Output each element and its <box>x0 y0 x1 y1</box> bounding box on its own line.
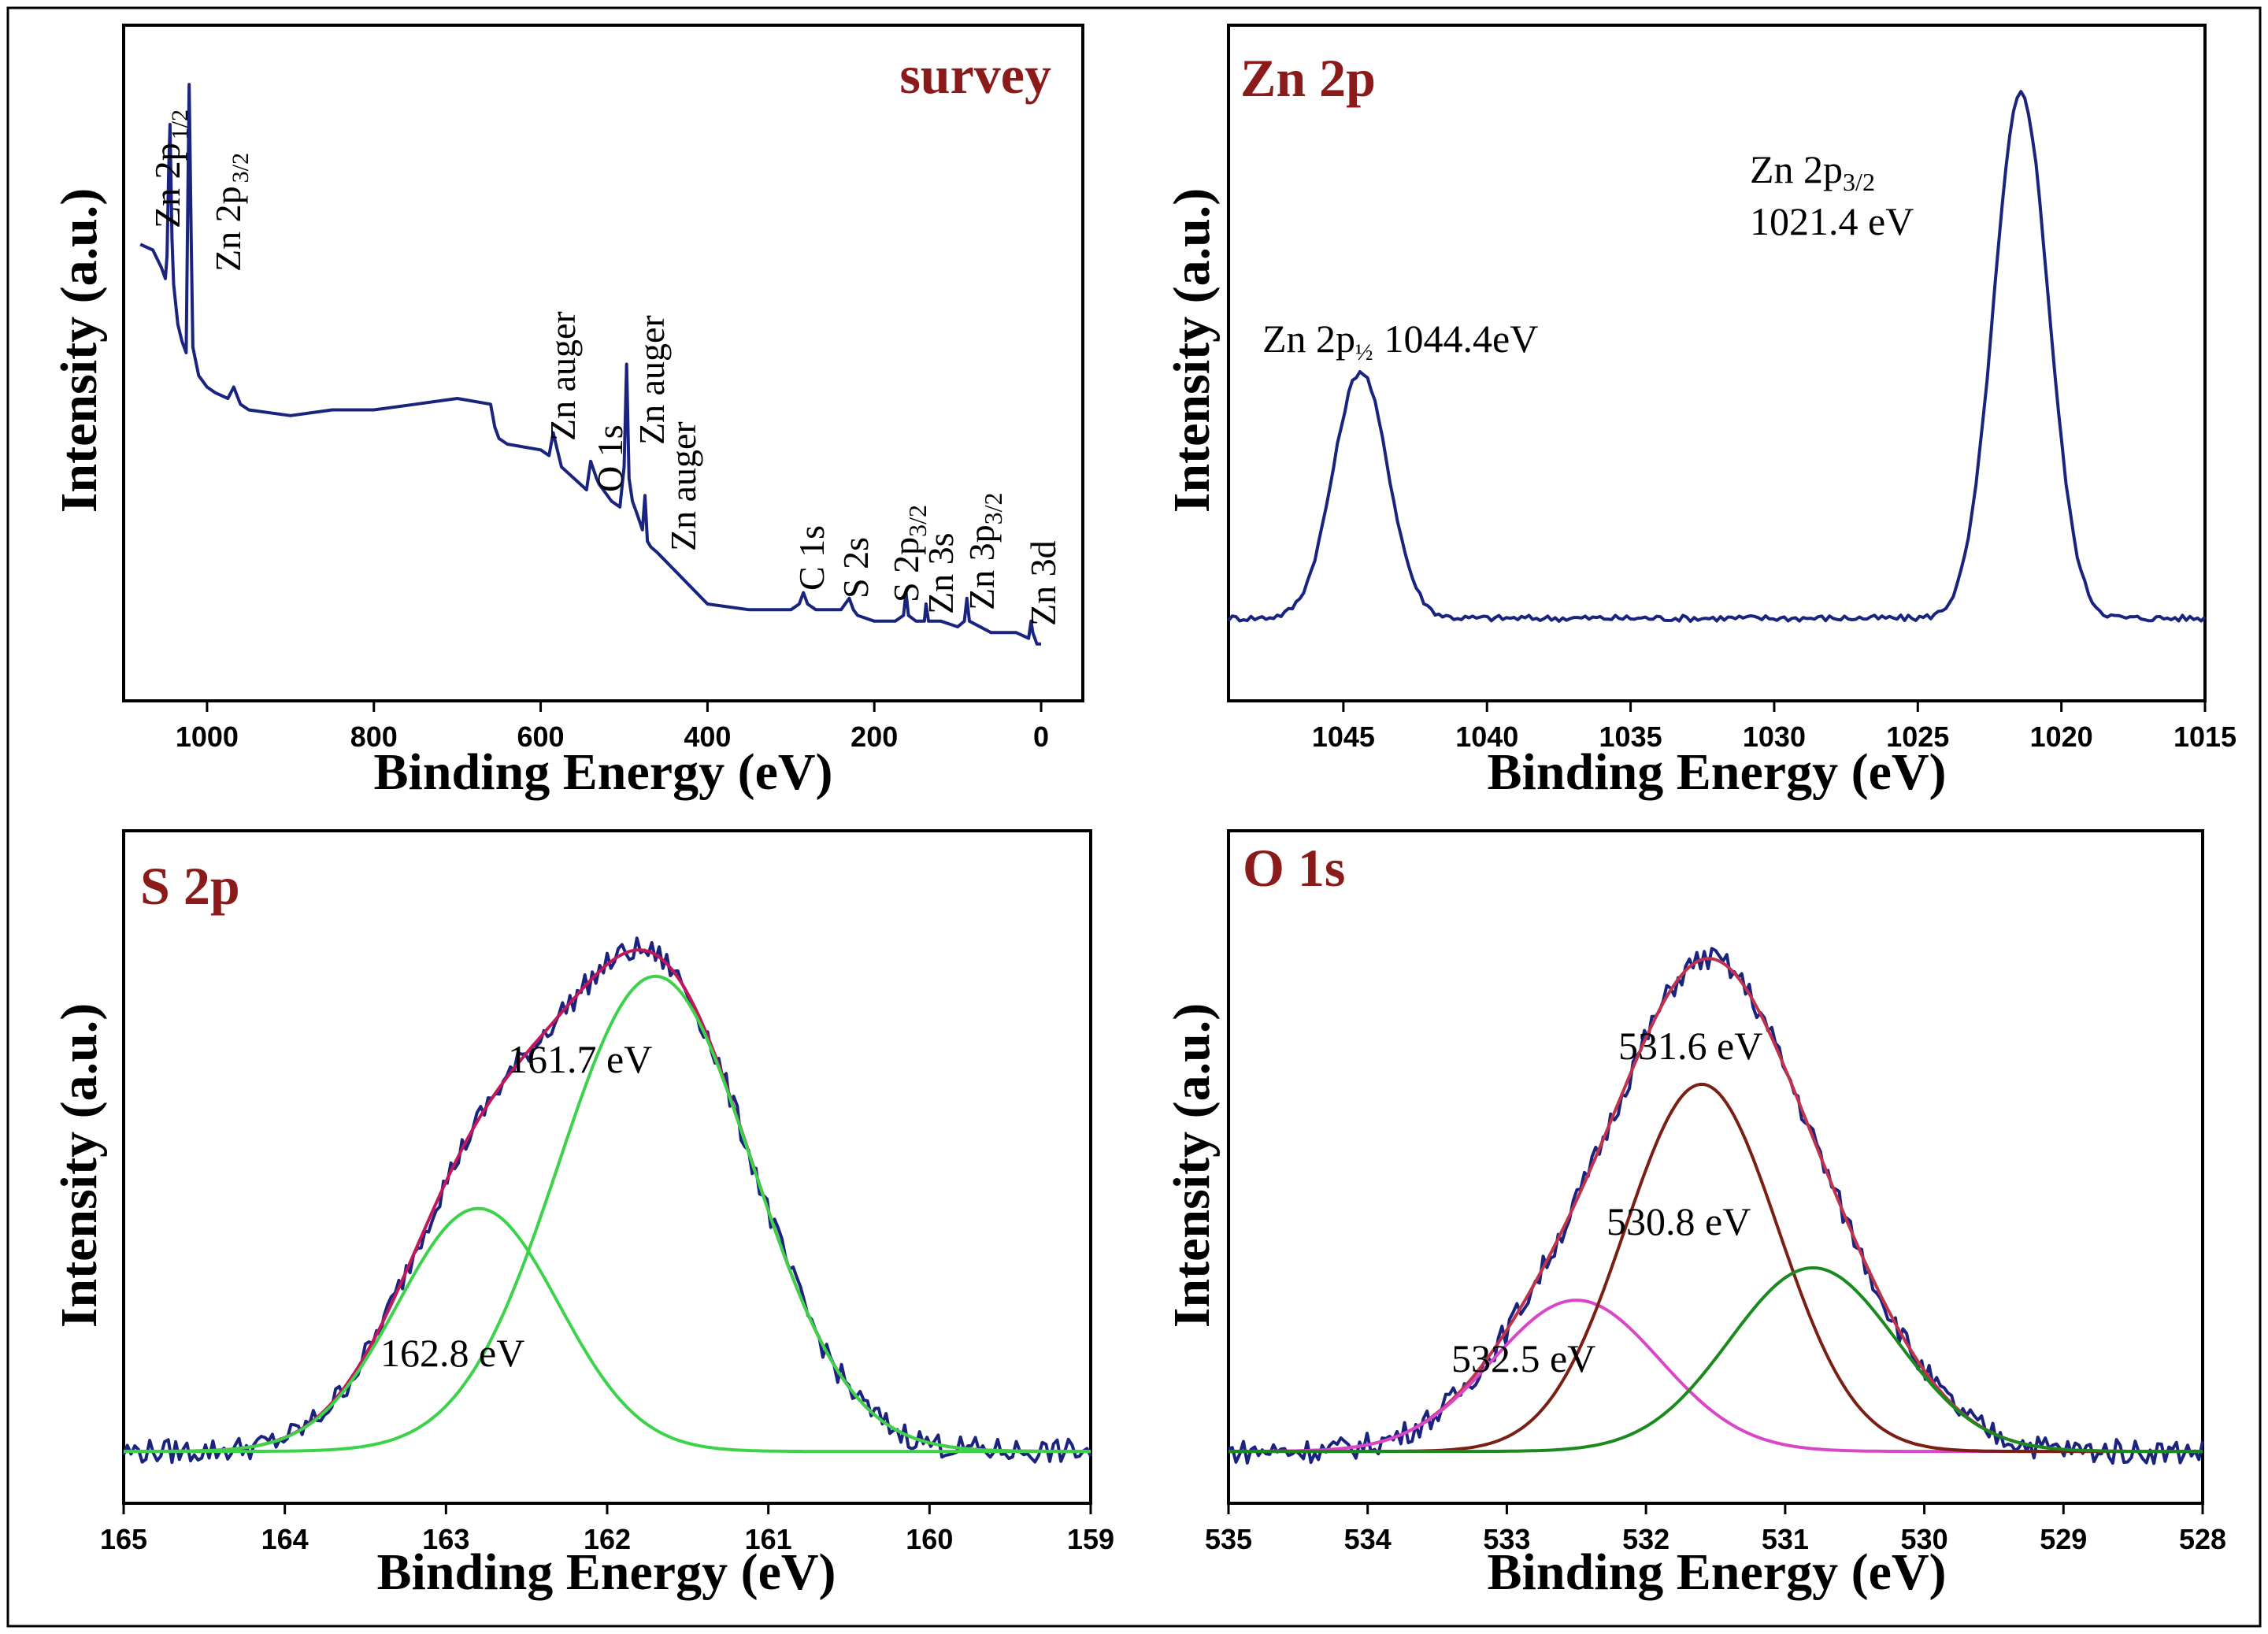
survey-annotation-s2p32: S 2p3/2 <box>886 505 932 602</box>
zn2p-y-axis-title: Intensity (a.u.) <box>1163 188 1221 513</box>
x-tick-label: 529 <box>2040 1523 2087 1555</box>
o1s-annotation-532-5: 532.5 eV <box>1451 1336 1595 1380</box>
survey-annotation-zn3d: Zn 3d <box>1023 540 1063 626</box>
series-line-530-8-ev-component <box>1228 1266 2203 1454</box>
x-tick-label: 159 <box>1067 1523 1114 1555</box>
o1s-plot-frame <box>1227 829 2204 1505</box>
x-tick-label: 165 <box>100 1523 147 1555</box>
x-tick-label: 164 <box>261 1523 309 1555</box>
survey-title: survey <box>899 45 1051 105</box>
survey-annotation-c1s: C 1s <box>791 525 832 591</box>
zn2p-annotation-2p12: Zn 2p½ 1044.4eV <box>1262 317 1538 365</box>
zn2p-plot-frame <box>1227 24 2207 702</box>
s2p-series <box>122 936 1092 1465</box>
s2p-x-ticks: 165 164 163 162 161 160 159 <box>100 1503 1114 1555</box>
o1s-x-axis-title: Binding Energy (eV) <box>1487 1543 1946 1601</box>
s2p-y-axis-title: Intensity (a.u.) <box>50 1003 108 1328</box>
x-tick-label: 800 <box>350 721 398 753</box>
x-tick-label: 1025 <box>1886 721 1949 753</box>
survey-annotation-s2s: S 2s <box>836 537 876 598</box>
x-tick-label: 531 <box>1762 1523 1809 1555</box>
series-line-162-8-ev-component <box>124 1206 1091 1454</box>
o1s-y-axis-title: Intensity (a.u.) <box>1163 1003 1221 1328</box>
series-line-161-7-ev-component <box>124 974 1091 1454</box>
x-tick-label: 1030 <box>1743 721 1806 753</box>
zn2p-annotation-2p32-label: Zn 2p3/2 <box>1750 147 1875 196</box>
x-tick-label: 534 <box>1344 1523 1392 1555</box>
survey-annotation-zn3s: Zn 3s <box>921 533 961 615</box>
x-tick-label: 1040 <box>1455 721 1518 753</box>
survey-annotation-zn2p12: Zn 2p1/2 <box>147 109 193 228</box>
figure-border <box>6 6 2262 1628</box>
survey-x-axis-title: Binding Energy (eV) <box>373 743 832 801</box>
survey-y-axis-title: Intensity (a.u.) <box>50 188 108 513</box>
x-tick-label: 200 <box>850 721 898 753</box>
survey-annotation-zn3p32: Zn 3p3/2 <box>962 493 1007 611</box>
s2p-annotation-161-7: 161.7 eV <box>508 1037 652 1081</box>
survey-annotation-zn-auger-3: Zn auger <box>663 421 703 551</box>
panel-zn2p: 1045 1040 1035 1030 1025 1020 1015 Zn 2p Bindi… <box>1163 24 2236 801</box>
x-tick-label: 535 <box>1205 1523 1252 1555</box>
survey-annotation-zn-auger-1: Zn auger <box>543 311 583 441</box>
o1s-annotation-530-8: 530.8 eV <box>1606 1199 1751 1243</box>
survey-annotation-zn-auger-2: Zn auger <box>632 315 672 445</box>
survey-series <box>139 83 1041 646</box>
panel-o1s: 535 534 533 532 531 530 529 528 O 1s Binding En… <box>1163 829 2226 1601</box>
survey-plot-frame <box>122 24 1084 702</box>
x-tick-label: 1000 <box>176 721 239 753</box>
zn2p-title: Zn 2p <box>1240 48 1376 108</box>
survey-x-ticks: 1000 800 600 400 200 0 <box>176 701 1049 753</box>
zn2p-x-axis-title: Binding Energy (eV) <box>1487 743 1946 801</box>
survey-annotation-o1s: O 1s <box>590 424 630 492</box>
o1s-series <box>1228 947 2204 1465</box>
zn2p-series <box>1227 90 2207 623</box>
x-tick-label: 532 <box>1622 1523 1670 1555</box>
x-tick-label: 528 <box>2179 1523 2226 1555</box>
zn2p-annotation-2p32-value: 1021.4 eV <box>1750 199 1914 243</box>
x-tick-label: 530 <box>1901 1523 1948 1555</box>
o1s-title: O 1s <box>1243 838 1345 898</box>
s2p-title: S 2p <box>140 856 240 916</box>
x-tick-label: 600 <box>517 721 565 753</box>
survey-annotation-zn2p32: Zn 2p3/2 <box>208 153 254 272</box>
x-tick-label: 163 <box>422 1523 469 1555</box>
x-tick-label: 1045 <box>1312 721 1375 753</box>
x-tick-label: 160 <box>906 1523 953 1555</box>
x-tick-label: 0 <box>1033 721 1049 753</box>
panel-s2p: 165 164 163 162 161 160 159 S 2p Binding Energ… <box>50 829 1114 1601</box>
series-line-zn-2p-spectrum <box>1227 90 2207 623</box>
x-tick-label: 533 <box>1483 1523 1530 1555</box>
o1s-annotation-531-6: 531.6 eV <box>1618 1024 1762 1068</box>
zn2p-x-ticks: 1045 1040 1035 1030 1025 1020 1015 <box>1312 701 2236 753</box>
x-tick-label: 400 <box>684 721 731 753</box>
s2p-x-axis-title: Binding Energy (eV) <box>376 1543 836 1601</box>
panel-survey: 1000 800 600 400 200 0 survey Binding Energy … <box>50 24 1084 801</box>
x-tick-label: 1035 <box>1599 721 1662 753</box>
x-tick-label: 162 <box>584 1523 631 1555</box>
x-tick-label: 1015 <box>2174 721 2236 753</box>
o1s-x-ticks: 535 534 533 532 531 530 529 528 <box>1205 1503 2226 1555</box>
x-tick-label: 161 <box>745 1523 792 1555</box>
x-tick-label: 1020 <box>2030 721 2093 753</box>
s2p-annotation-162-8: 162.8 eV <box>380 1331 524 1375</box>
series-line-survey-spectrum <box>139 83 1041 646</box>
